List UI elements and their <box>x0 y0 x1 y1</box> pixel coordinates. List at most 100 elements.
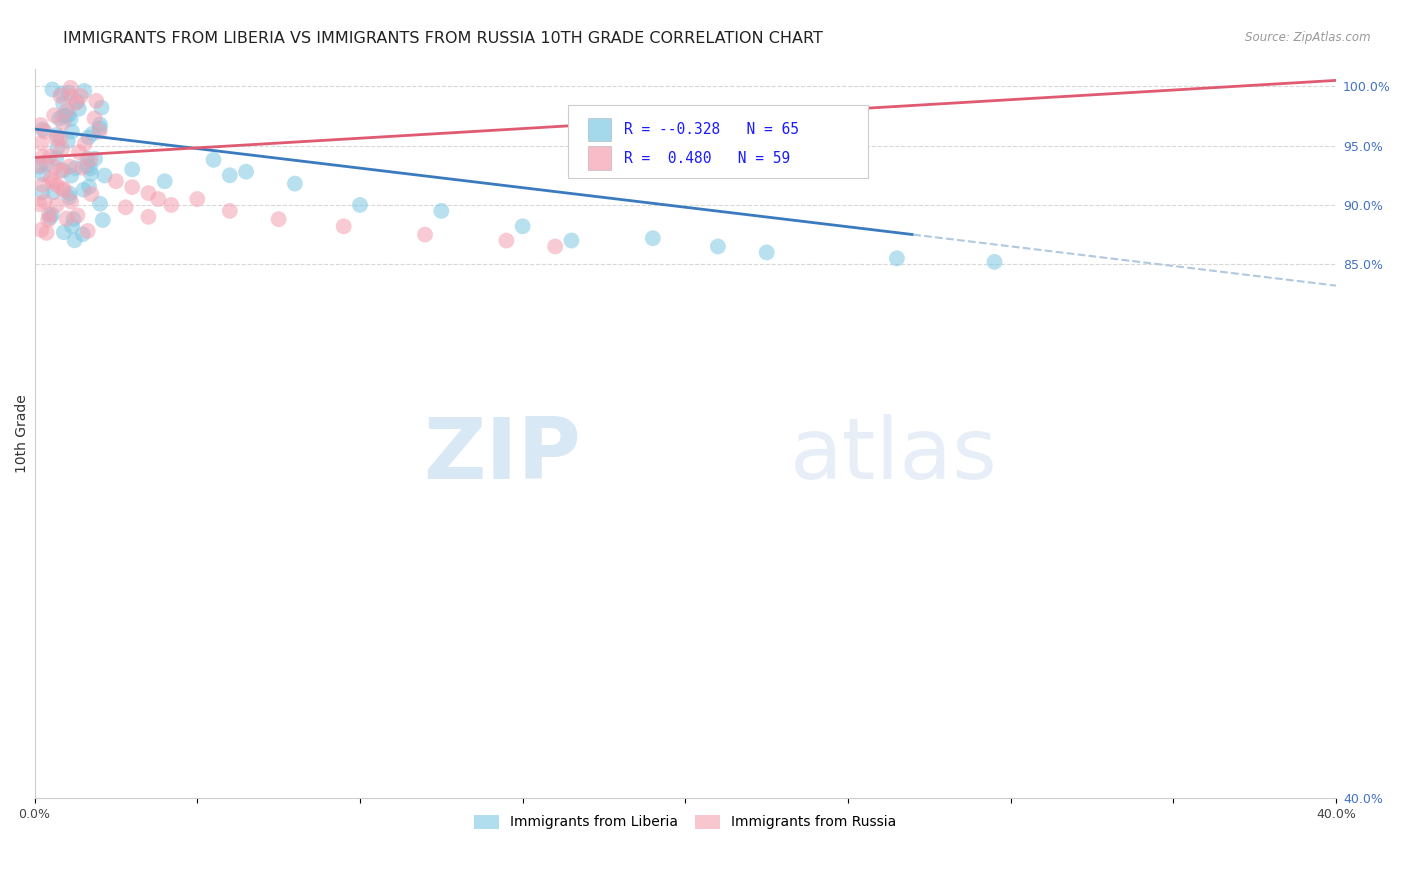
Point <box>60 194 83 209</box>
Point <box>83 112 105 126</box>
Point <box>52 182 75 196</box>
Point <box>39 171 62 186</box>
Point <box>49 131 72 145</box>
Point <box>60 89 83 103</box>
FancyBboxPatch shape <box>568 105 868 178</box>
Point <box>35 157 58 171</box>
Text: R =  0.480   N = 59: R = 0.480 N = 59 <box>624 151 790 166</box>
Point <box>38 208 60 222</box>
Point <box>42 175 65 189</box>
Point <box>32 168 55 182</box>
Point <box>138 210 160 224</box>
Text: R = --0.328   N = 65: R = --0.328 N = 65 <box>624 121 799 136</box>
Point <box>44 161 66 175</box>
Point <box>80 187 103 202</box>
Bar <box>588 146 612 169</box>
Point <box>42 185 65 199</box>
Point <box>430 203 453 218</box>
Point <box>39 149 62 163</box>
Point <box>28 160 51 174</box>
Point <box>121 180 143 194</box>
Point <box>31 150 53 164</box>
Point <box>46 141 69 155</box>
Point <box>52 96 75 111</box>
Point <box>218 169 240 183</box>
Point <box>31 122 53 136</box>
Point <box>66 95 89 109</box>
Point <box>332 219 354 234</box>
Point <box>413 227 436 242</box>
Text: atlas: atlas <box>790 414 997 497</box>
Point <box>66 208 89 222</box>
Point <box>34 194 56 209</box>
Point <box>49 88 72 103</box>
Point <box>983 255 1005 269</box>
Point <box>84 152 107 166</box>
Point <box>56 103 79 118</box>
Point <box>44 108 66 122</box>
Point <box>73 84 96 98</box>
Point <box>35 226 58 240</box>
Point <box>89 124 111 138</box>
Point <box>30 223 52 237</box>
Point <box>67 102 90 116</box>
Point <box>153 174 176 188</box>
Point <box>84 94 107 108</box>
Point <box>160 198 183 212</box>
Point <box>69 89 91 103</box>
Point <box>45 131 67 145</box>
Point <box>37 213 59 227</box>
Point <box>39 211 62 225</box>
Point <box>49 163 72 178</box>
Point <box>55 211 77 226</box>
Point <box>56 134 79 148</box>
Point <box>77 179 100 194</box>
Point <box>218 203 240 218</box>
Point <box>80 167 103 181</box>
Point <box>65 95 87 110</box>
Point <box>63 233 86 247</box>
Point <box>41 208 63 222</box>
Point <box>121 162 143 177</box>
Point <box>560 234 582 248</box>
Legend: Immigrants from Liberia, Immigrants from Russia: Immigrants from Liberia, Immigrants from… <box>468 809 903 835</box>
Point <box>59 112 82 127</box>
Point <box>76 224 98 238</box>
Point <box>30 136 52 150</box>
Point <box>51 87 73 101</box>
Point <box>52 109 75 123</box>
Point <box>52 115 75 129</box>
Point <box>707 239 730 253</box>
Point <box>60 219 83 233</box>
Point <box>45 198 67 212</box>
Point <box>82 127 104 141</box>
Point <box>235 165 257 179</box>
Point <box>31 185 53 199</box>
Point <box>65 161 87 175</box>
Point <box>31 178 53 192</box>
Point <box>79 153 101 167</box>
Text: IMMIGRANTS FROM LIBERIA VS IMMIGRANTS FROM RUSSIA 10TH GRADE CORRELATION CHART: IMMIGRANTS FROM LIBERIA VS IMMIGRANTS FR… <box>63 31 823 46</box>
Point <box>58 160 80 174</box>
Point <box>76 159 98 173</box>
Point <box>90 101 112 115</box>
Text: ZIP: ZIP <box>423 414 581 497</box>
Point <box>60 124 83 138</box>
Point <box>104 174 127 188</box>
Point <box>45 178 67 192</box>
Point <box>89 117 111 131</box>
Point <box>58 86 80 100</box>
Point <box>755 245 778 260</box>
Point <box>544 239 567 253</box>
Point <box>76 152 98 166</box>
Point <box>67 145 90 160</box>
Point <box>55 109 77 123</box>
Point <box>45 128 67 142</box>
Bar <box>588 118 612 141</box>
Point <box>886 252 908 266</box>
Text: Source: ZipAtlas.com: Source: ZipAtlas.com <box>1246 31 1371 45</box>
Y-axis label: 10th Grade: 10th Grade <box>15 394 30 473</box>
Point <box>148 192 170 206</box>
Point <box>267 212 290 227</box>
Point <box>641 231 664 245</box>
